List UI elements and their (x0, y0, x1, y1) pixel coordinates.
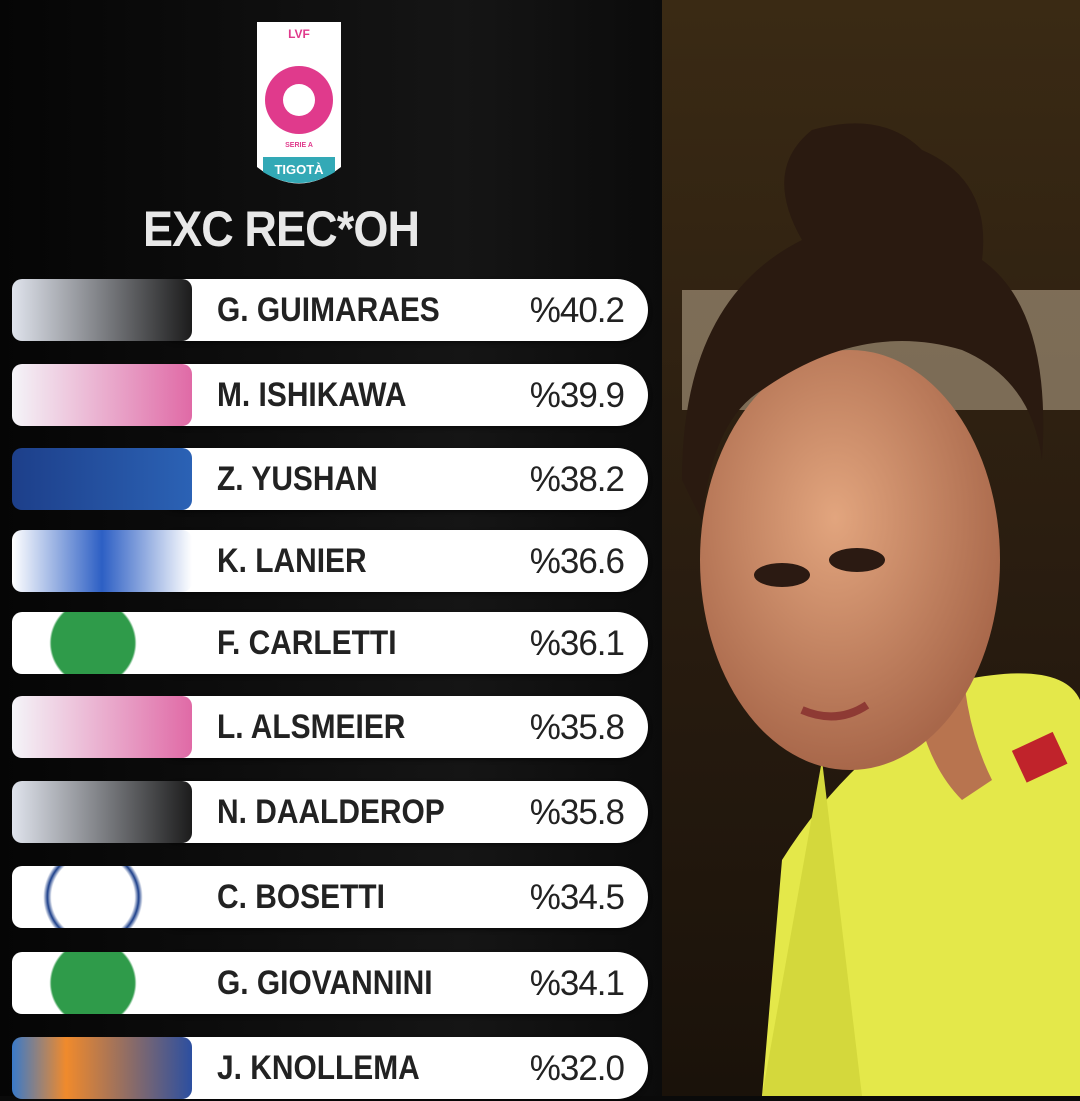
ranking-row: J. KNOLLEMA %32.0 (0, 1037, 660, 1101)
ranking-row: N. DAALDEROP %35.8 (0, 781, 660, 845)
player-name: Z. YUSHAN (217, 460, 378, 498)
row-pill (150, 364, 648, 426)
team-logo (12, 279, 192, 341)
ranking-row: M. ISHIKAWA %39.9 (0, 364, 660, 428)
row-pill (150, 530, 648, 592)
team-logo (12, 530, 192, 592)
player-value: %32.0 (529, 1049, 625, 1088)
team-logo (12, 1037, 192, 1099)
row-pill (150, 866, 648, 928)
player-name: G. GIOVANNINI (217, 964, 433, 1002)
player-value: %34.1 (529, 964, 625, 1003)
logo-bottom: TIGOTÀ (274, 162, 324, 177)
team-logo (12, 364, 192, 426)
player-value: %38.2 (529, 460, 625, 499)
player-name: J. KNOLLEMA (217, 1049, 420, 1087)
team-logo (12, 696, 192, 758)
ranking-row: C. BOSETTI %34.5 (0, 866, 660, 930)
player-name: K. LANIER (217, 542, 367, 580)
player-name: M. ISHIKAWA (217, 376, 407, 414)
row-pill (150, 952, 648, 1014)
row-pill (150, 1037, 648, 1099)
player-name: N. DAALDEROP (217, 793, 445, 831)
title: EXC REC*OH (143, 201, 420, 257)
ranking-row: K. LANIER %36.6 (0, 530, 660, 594)
logo-top: LVF (288, 27, 310, 41)
ranking-row: L. ALSMEIER %35.8 (0, 696, 660, 760)
player-photo (662, 0, 1080, 1096)
logo-middle: SERIE A (285, 142, 313, 149)
row-pill (150, 696, 648, 758)
row-pill (150, 612, 648, 674)
team-logo (12, 781, 192, 843)
team-logo (12, 612, 192, 674)
player-value: %40.2 (529, 291, 625, 330)
player-name: L. ALSMEIER (217, 708, 406, 746)
ranking-row: G. GIOVANNINI %34.1 (0, 952, 660, 1016)
row-pill (150, 279, 648, 341)
player-name: F. CARLETTI (217, 624, 397, 662)
player-value: %36.6 (529, 542, 625, 581)
team-logo (12, 952, 192, 1014)
ranking-row: Z. YUSHAN %38.2 (0, 448, 660, 512)
ranking-row: G. GUIMARAES %40.2 (0, 279, 660, 343)
league-logo: LVF SERIE A TIGOTÀ (257, 22, 341, 184)
player-name: G. GUIMARAES (217, 291, 440, 329)
player-value: %35.8 (529, 793, 625, 832)
team-logo (12, 448, 192, 510)
player-value: %36.1 (529, 624, 625, 663)
player-value: %39.9 (529, 376, 625, 415)
ranking-row: F. CARLETTI %36.1 (0, 612, 660, 676)
player-value: %35.8 (529, 708, 625, 747)
team-logo (12, 866, 192, 928)
player-name: C. BOSETTI (217, 878, 385, 916)
row-pill (150, 781, 648, 843)
player-value: %34.5 (529, 878, 625, 917)
row-pill (150, 448, 648, 510)
